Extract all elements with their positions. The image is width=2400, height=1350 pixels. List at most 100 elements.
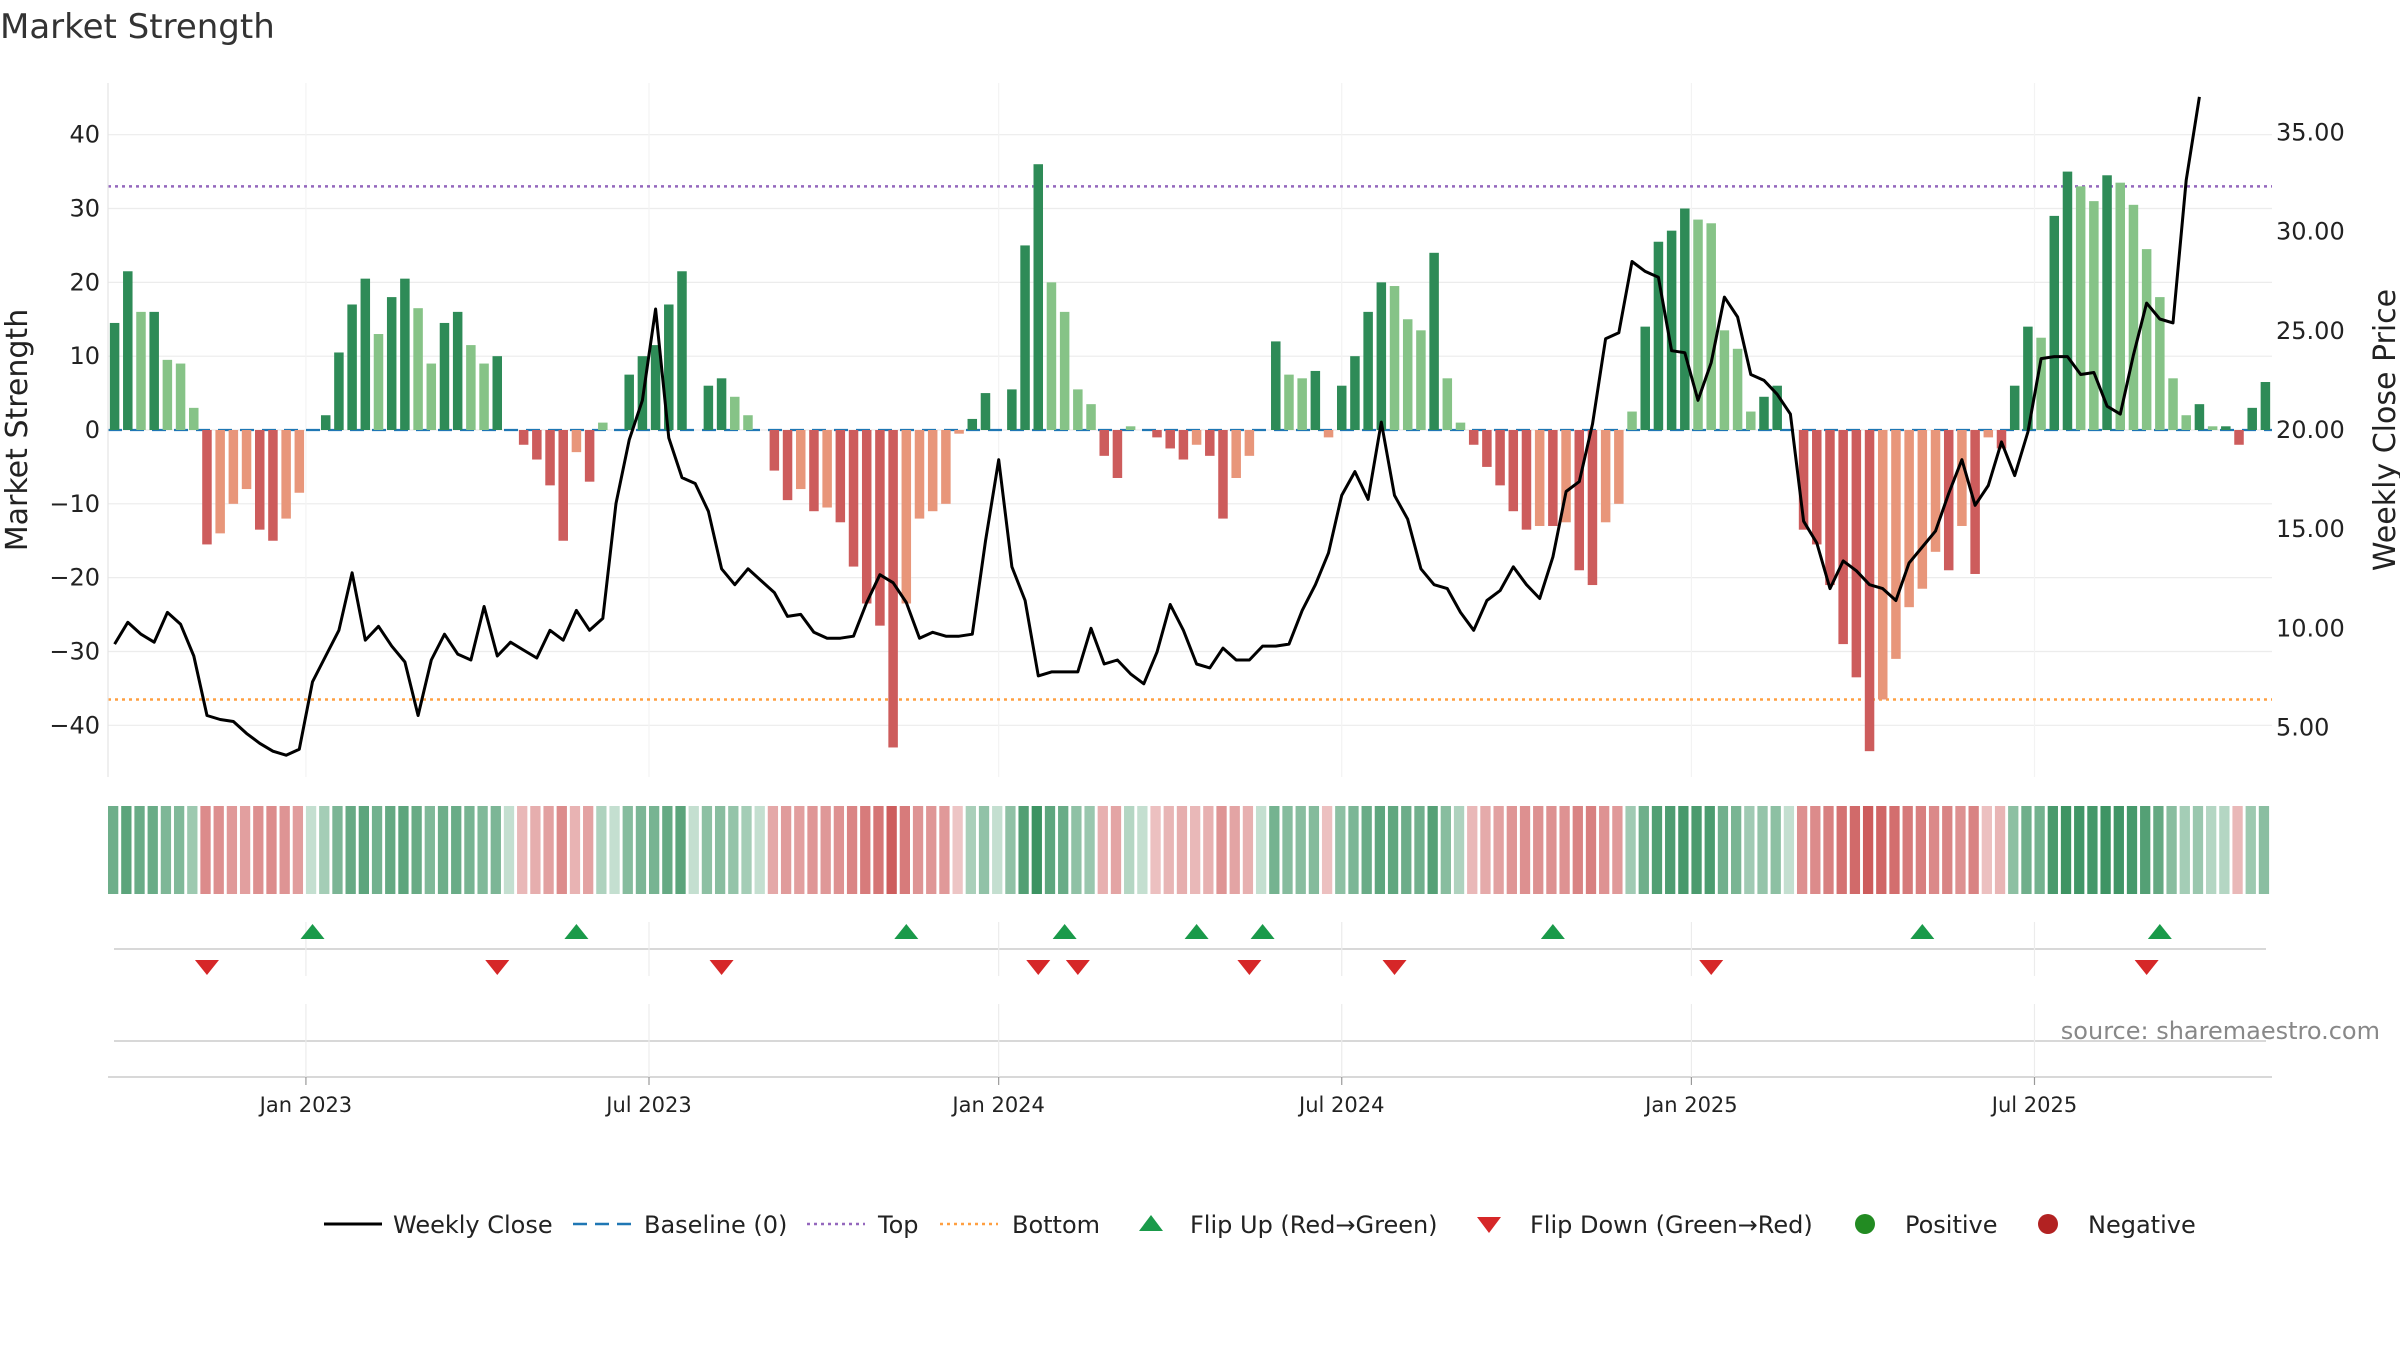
heat-cell	[2206, 806, 2217, 894]
heat-cell	[1190, 806, 1201, 894]
flip-down-marker	[194, 960, 219, 975]
heat-cell	[992, 806, 1003, 894]
strength-bar	[1350, 356, 1360, 430]
heat-cell	[569, 806, 581, 894]
strength-bar	[123, 271, 133, 430]
legend-label-baseline: Baseline (0)	[644, 1211, 787, 1239]
heat-cell	[1255, 806, 1267, 894]
strength-bar	[1442, 378, 1453, 430]
heat-cell	[1585, 806, 1597, 894]
flip-down-marker	[1382, 960, 1407, 975]
heat-cell	[517, 806, 528, 894]
heat-cell	[1915, 806, 1927, 894]
right-y-axis-label: Weekly Close Price	[2368, 289, 2400, 571]
heat-cell	[2219, 806, 2230, 894]
strength-bars	[109, 164, 2271, 752]
heat-cell	[1269, 806, 1280, 894]
strength-bar	[2115, 182, 2126, 430]
strength-bar	[598, 422, 608, 430]
strength-bar	[2221, 426, 2231, 430]
legend-label-top: Top	[877, 1211, 919, 1239]
strength-bar	[730, 396, 740, 430]
heat-cell	[1704, 806, 1715, 894]
heat-cell	[1546, 806, 1557, 894]
heat-cell	[899, 806, 910, 894]
strength-bar	[954, 430, 964, 434]
heat-cell	[1810, 806, 1821, 894]
heat-cell	[1823, 806, 1834, 894]
heat-cell	[1625, 806, 1636, 894]
heat-cell	[741, 806, 752, 894]
strength-bar	[1548, 430, 1558, 526]
strength-bar	[2181, 415, 2191, 430]
strength-bar	[1838, 430, 1848, 645]
strength-bar	[334, 352, 344, 430]
x-tick-label: Jan 2023	[258, 1093, 353, 1117]
heat-cell	[121, 806, 132, 894]
strength-bar	[967, 418, 978, 430]
strength-bar	[1891, 430, 1901, 659]
heat-cell	[1572, 806, 1583, 894]
strength-bar	[294, 430, 305, 493]
heat-cell	[1862, 806, 1874, 894]
strength-bar	[1772, 385, 1782, 430]
strength-bar	[1007, 389, 1017, 430]
heat-cell	[1493, 806, 1504, 894]
heat-cell	[1031, 806, 1042, 894]
heat-cell	[2126, 806, 2138, 894]
strength-bar	[479, 363, 489, 430]
heat-cell	[2047, 806, 2058, 894]
strength-bar	[1125, 426, 1136, 430]
heat-cell	[1876, 806, 1887, 894]
heat-cell	[226, 806, 238, 894]
strength-bar	[1825, 430, 1835, 586]
strength-bar	[373, 334, 384, 430]
left-tick-label: 40	[69, 121, 100, 149]
heat-cell	[952, 806, 963, 894]
heat-cell	[1058, 806, 1069, 894]
strength-bar	[1812, 430, 1822, 545]
heat-cell	[583, 806, 594, 894]
strength-bar	[1112, 430, 1123, 478]
heat-cell	[2008, 806, 2019, 894]
heat-cell	[754, 806, 765, 894]
right-tick-label: 20.00	[2276, 416, 2345, 444]
heat-cell	[794, 806, 805, 894]
heat-cell	[1335, 806, 1346, 894]
heat-cell	[1665, 806, 1676, 894]
strength-bar	[1732, 348, 1743, 430]
heat-cell	[134, 806, 145, 894]
strength-bar	[1706, 223, 1716, 430]
heat-cell	[385, 806, 396, 894]
strength-bar	[2260, 382, 2271, 430]
x-tick-label: Jul 2023	[604, 1093, 691, 1117]
strength-bar	[1746, 411, 1756, 430]
heat-cell	[1242, 806, 1254, 894]
heat-cell	[2034, 806, 2045, 894]
flip-down-marker	[1237, 960, 1262, 975]
heat-cell	[530, 806, 541, 894]
left-tick-label: 0	[85, 416, 100, 444]
heat-cell	[398, 806, 409, 894]
heat-cell	[1968, 806, 1979, 894]
heat-cell	[886, 806, 897, 894]
flip-up-marker	[564, 924, 589, 939]
heat-cell	[1849, 806, 1861, 894]
heat-cell	[2192, 806, 2204, 894]
strength-bar	[941, 430, 951, 504]
heat-cell	[873, 806, 884, 894]
x-tick-label: Jul 2025	[1990, 1093, 2077, 1117]
strength-bar	[1033, 164, 1044, 430]
heat-cell	[1599, 806, 1610, 894]
heat-cell	[424, 806, 435, 894]
heat-cell	[1018, 806, 1029, 894]
date-axis-panel	[108, 1004, 2272, 1078]
heat-cell	[1783, 806, 1795, 894]
strength-bar	[175, 363, 186, 430]
left-tick-label: −20	[49, 564, 100, 592]
strength-bar	[1917, 430, 1928, 589]
strength-bar	[492, 356, 503, 430]
heat-cell	[253, 806, 264, 894]
strength-bar	[1402, 319, 1413, 430]
